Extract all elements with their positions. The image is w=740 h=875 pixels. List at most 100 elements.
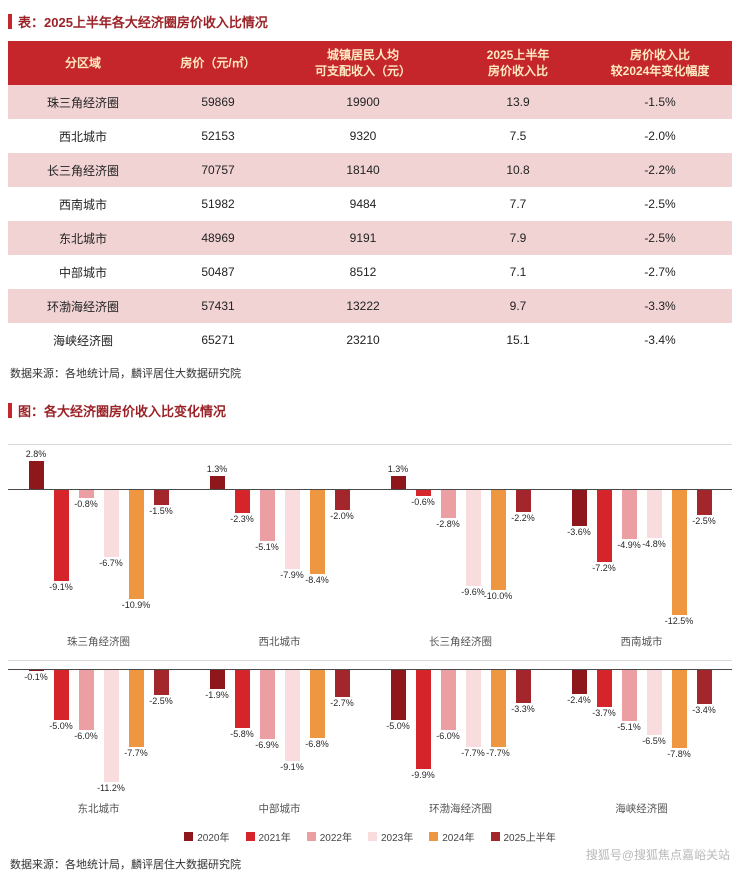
legend-label: 2024年 — [442, 833, 475, 844]
legend-item-2021年: 2021年 — [245, 829, 291, 844]
bar-2023年 — [284, 490, 300, 569]
bar-2025上半年 — [334, 490, 350, 510]
bar-value-label: -7.9% — [280, 570, 304, 580]
bar-value-label: -5.1% — [255, 542, 279, 552]
value-cell: -3.4% — [644, 333, 676, 347]
bar-2022年 — [259, 670, 275, 739]
value-cell: 8512 — [349, 265, 377, 279]
bar-value-label: -3.4% — [692, 705, 716, 715]
zero-axis-line — [8, 489, 189, 490]
legend-swatch — [245, 832, 255, 841]
bar-value-label: -5.0% — [49, 721, 73, 731]
table-row: 珠三角经济圈 59869 19900 13.9 -1.5% — [8, 85, 732, 119]
table-body: 珠三角经济圈 59869 19900 13.9 -1.5% 西北城市 52153 9320 7.… — [8, 85, 732, 357]
bar-value-label: -4.9% — [617, 540, 641, 550]
legend-item-2025上半年: 2025上半年 — [490, 829, 556, 844]
chart-panel: 1.3% -2.3% -5.1% -7.9% -8.4% -2.0% 西北城市 — [189, 445, 370, 648]
bar-2023年 — [465, 670, 481, 747]
value-cell: 59869 — [201, 95, 235, 109]
bar-2024年 — [128, 670, 144, 747]
bar-2025上半年 — [153, 490, 169, 505]
chart-legend: 2020年 2021年 2022年 2023年 2024年 2025上半年 — [8, 829, 732, 844]
chart-panel: -5.0% -9.9% -6.0% -7.7% -7.7% -3.3% 环渤海经济圈 — [370, 661, 551, 815]
bar-2022年 — [621, 490, 637, 539]
bar-value-label: -2.7% — [330, 698, 354, 708]
legend-label: 2020年 — [197, 833, 230, 844]
title-accent-bar — [8, 403, 12, 418]
bar-2023年 — [103, 670, 119, 782]
watermark: 搜狐号@搜狐焦点嘉峪关站 — [585, 848, 730, 862]
bar-2022年 — [259, 490, 275, 541]
value-cell: 18140 — [346, 163, 380, 177]
value-cell: -2.5% — [644, 231, 676, 245]
bar-value-label: -9.9% — [411, 770, 435, 780]
legend-item-2022年: 2022年 — [306, 829, 352, 844]
bar-value-label: -2.2% — [511, 513, 535, 523]
bar-value-label: -7.7% — [461, 748, 485, 758]
chart-panel-title: 海峡经济圈 — [615, 803, 668, 815]
value-cell: 9.7 — [509, 299, 527, 313]
region-cell: 西北城市 — [58, 129, 107, 144]
table-header-cell-0: 分区域 — [8, 41, 158, 85]
bar-value-label: -6.5% — [642, 736, 666, 746]
bar-2023年 — [646, 670, 662, 735]
zero-axis-line — [189, 489, 370, 490]
value-cell: 9320 — [349, 129, 377, 143]
bar-value-label: -5.0% — [386, 721, 410, 731]
value-cell: 7.5 — [509, 129, 527, 143]
legend-label: 2022年 — [319, 833, 352, 844]
table-row: 中部城市 50487 8512 7.1 -2.7% — [8, 255, 732, 289]
table-source-note: 数据来源：各地统计局，麟评居住大数据研究院 — [10, 368, 241, 380]
legend-swatch — [490, 832, 500, 841]
bar-2023年 — [646, 490, 662, 538]
chart-panel: 2.8% -9.1% -0.8% -6.7% -10.9% -1.5% 珠三角经济圈 — [8, 445, 189, 648]
legend-label: 2021年 — [258, 833, 291, 844]
bar-2022年 — [78, 670, 94, 730]
value-cell: -2.0% — [644, 129, 676, 143]
chart-panel: -3.6% -7.2% -4.9% -4.8% -12.5% -2.5% 西南城市 — [551, 445, 732, 648]
legend-swatch — [368, 832, 377, 841]
bar-value-label: -4.8% — [642, 539, 666, 549]
chart-plot: -5.0% -9.9% -6.0% -7.7% -7.7% -3.3% — [370, 661, 551, 795]
bar-2021年 — [53, 670, 69, 720]
value-cell: 51982 — [201, 197, 235, 211]
bar-2020年 — [28, 461, 44, 489]
value-cell: 9191 — [349, 231, 377, 245]
chart-row-2: -0.1% -5.0% -6.0% -11.2% -7.7% -2.5% 东北城市 -1.9%… — [8, 660, 732, 815]
value-cell: 13.9 — [506, 95, 530, 109]
bar-value-label: -7.7% — [486, 748, 510, 758]
chart-plot: 1.3% -2.3% -5.1% -7.9% -8.4% -2.0% — [189, 445, 370, 628]
legend-item-2024年: 2024年 — [429, 829, 475, 844]
region-cell: 长三角经济圈 — [46, 163, 119, 178]
zero-axis-line — [370, 669, 551, 670]
bar-2022年 — [78, 490, 94, 498]
table-row: 西北城市 52153 9320 7.5 -2.0% — [8, 119, 732, 153]
legend-label: 2025上半年 — [503, 833, 556, 844]
chart-panel-title: 西南城市 — [620, 636, 663, 648]
value-cell: 19900 — [346, 95, 380, 109]
legend-swatch — [184, 832, 194, 841]
bar-value-label: -6.9% — [255, 740, 279, 750]
bar-value-label: -9.1% — [280, 762, 304, 772]
bar-value-label: -2.4% — [567, 695, 591, 705]
bar-2025上半年 — [696, 670, 712, 704]
table-section-title: 表：2025上半年各大经济圈房价收入比情况 — [8, 12, 732, 31]
table-title-text: 表：2025上半年各大经济圈房价收入比情况 — [18, 15, 268, 30]
bar-value-label: -2.3% — [230, 514, 254, 524]
bar-value-label: -0.8% — [74, 499, 98, 509]
bar-2020年 — [28, 670, 44, 671]
bar-value-label: -8.4% — [305, 575, 329, 585]
bar-2020年 — [390, 670, 406, 720]
value-cell: 7.9 — [509, 231, 527, 245]
bar-2020年 — [209, 476, 225, 489]
bar-2023年 — [284, 670, 300, 761]
bar-value-label: -9.6% — [461, 587, 485, 597]
table-header: 分区域 房价（元/㎡） 城镇居民人均 可支配收入（元） 2025上半年 房价收入比 房价… — [8, 41, 732, 85]
bar-value-label: -7.8% — [667, 749, 691, 759]
bar-value-label: -9.1% — [49, 582, 73, 592]
chart-plot: -0.1% -5.0% -6.0% -11.2% -7.7% -2.5% — [8, 661, 189, 795]
bar-value-label: -2.5% — [692, 516, 716, 526]
region-cell: 珠三角经济圈 — [46, 95, 119, 110]
bar-2024年 — [490, 490, 506, 590]
